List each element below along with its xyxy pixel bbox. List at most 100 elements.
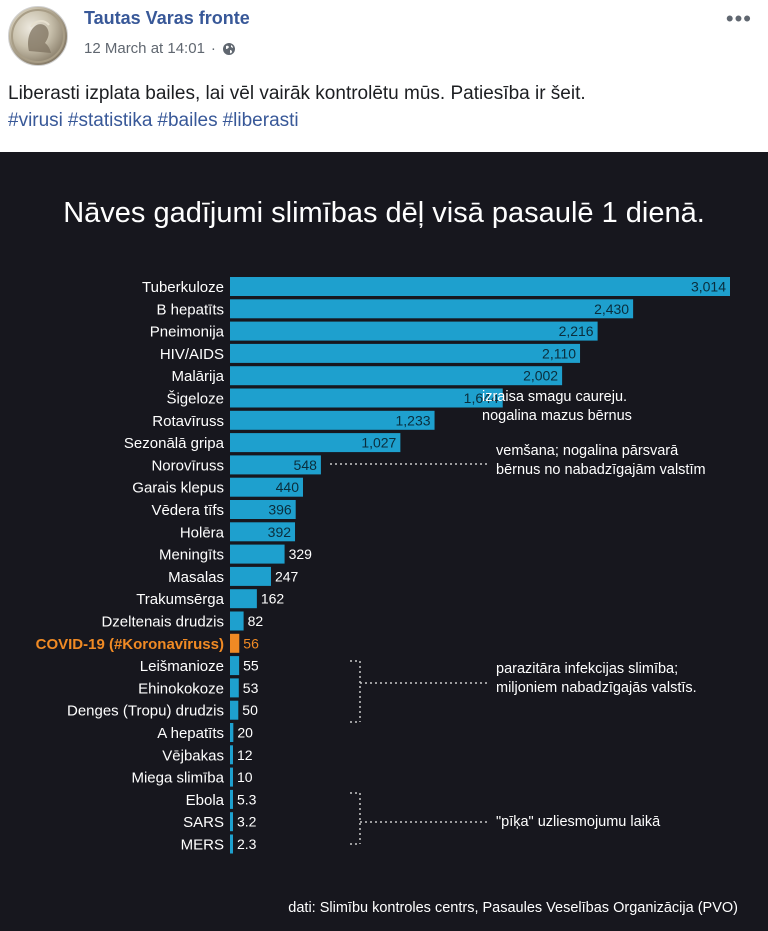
- bar: [230, 410, 435, 430]
- more-options-icon[interactable]: •••: [725, 6, 752, 31]
- category-label: Dzeltenais drudzis: [101, 614, 224, 631]
- bar: [230, 388, 503, 408]
- category-label: Miega slimība: [131, 770, 224, 787]
- value-label: 10: [237, 769, 253, 785]
- value-label: 392: [268, 524, 292, 540]
- bar: [230, 477, 303, 497]
- value-label: 3.2: [237, 814, 257, 830]
- category-label: HIV/AIDS: [160, 346, 224, 363]
- bar: [230, 455, 321, 475]
- category-label: Vējbakas: [162, 747, 224, 764]
- category-label: Tuberkuloze: [142, 279, 224, 296]
- globe-icon[interactable]: [222, 42, 236, 56]
- category-label: Pneimonija: [150, 324, 225, 341]
- hashtag-link[interactable]: #bailes: [157, 110, 218, 131]
- category-label: Trakumsērga: [136, 591, 224, 608]
- value-label: 53: [243, 680, 259, 696]
- page-avatar[interactable]: [8, 6, 68, 66]
- annotation-text: bērnus no nabadzīgajām valstīm: [496, 462, 706, 478]
- category-label: Ebola: [186, 792, 225, 809]
- value-label: 396: [268, 502, 292, 518]
- value-label: 162: [261, 591, 285, 607]
- bar: [230, 522, 296, 542]
- value-label: 20: [237, 725, 253, 741]
- meta-separator: ·: [210, 40, 216, 57]
- post-timestamp[interactable]: 12 March at 14:01: [84, 40, 205, 57]
- post-header: Tautas Varas fronte 12 March at 14:01 · …: [0, 0, 768, 70]
- bar: [230, 656, 240, 676]
- value-label: 1,233: [395, 412, 430, 428]
- value-label: 2,430: [594, 301, 629, 317]
- value-label: 2,110: [542, 345, 576, 361]
- category-label: MERS: [181, 837, 224, 854]
- bar: [230, 723, 234, 742]
- bar: [230, 321, 598, 341]
- value-label: 548: [294, 457, 318, 473]
- category-label: B hepatīts: [156, 301, 224, 318]
- value-label: 3,014: [691, 279, 726, 295]
- category-label: Masalas: [168, 569, 224, 586]
- bar: [230, 812, 233, 832]
- bar: [230, 834, 233, 854]
- value-label: 247: [275, 568, 299, 584]
- bar: [230, 700, 239, 720]
- annotation-text: nogalina mazus bērnus: [482, 408, 632, 424]
- post-message: Liberasti izplata bailes, lai vēl vairāk…: [8, 83, 586, 104]
- bar: [230, 745, 233, 765]
- value-label: 82: [248, 613, 264, 629]
- value-label: 1,027: [361, 435, 396, 451]
- bar: [230, 366, 563, 386]
- annotation-text: "pīķa" uzliesmojumu laikā: [496, 814, 661, 830]
- bar: [230, 789, 233, 809]
- value-label: 2,216: [559, 323, 594, 339]
- category-label: Denges (Tropu) drudzis: [67, 703, 224, 720]
- hashtag-link[interactable]: #virusi: [8, 110, 63, 131]
- bar: [230, 433, 401, 453]
- bar: [230, 566, 271, 586]
- bar: [230, 767, 233, 787]
- annotation-text: parazitāra infekcijas slimība;: [496, 661, 678, 677]
- value-label: 56: [243, 635, 259, 651]
- value-label: 2,002: [523, 368, 558, 384]
- value-label: 329: [289, 546, 313, 562]
- value-label: 12: [237, 747, 253, 763]
- category-label: Ehinokokoze: [138, 680, 224, 697]
- category-label: Sezonālā gripa: [124, 435, 225, 452]
- bar: [230, 544, 285, 564]
- hashtag-link[interactable]: #statistika: [67, 110, 153, 131]
- value-label: 1,644: [464, 390, 499, 406]
- page-name-link[interactable]: Tautas Varas fronte: [84, 8, 250, 28]
- bar: [230, 589, 257, 609]
- category-label: Rotavīruss: [152, 413, 224, 430]
- bar: [230, 611, 244, 631]
- hashtags: #virusi #statistika #bailes #liberasti: [8, 107, 748, 134]
- bar: [230, 678, 239, 698]
- category-label: COVID-19 (#Koronavīruss): [36, 636, 224, 653]
- annotation-text: vemšana; nogalina pārsvarā: [496, 443, 679, 459]
- post-text: Liberasti izplata bailes, lai vēl vairāk…: [8, 80, 748, 134]
- death-rate-bar-chart: Nāves gadījumi slimības dēļ visā pasaulē…: [36, 197, 738, 916]
- annotation-text: izraisa smagu caureju.: [482, 389, 627, 405]
- category-label: Šigeloze: [166, 391, 224, 408]
- chart-title: Nāves gadījumi slimības dēļ visā pasaulē…: [63, 197, 705, 229]
- value-label: 5.3: [237, 791, 257, 807]
- hashtag-link[interactable]: #liberasti: [222, 110, 299, 131]
- annotation-text: miljoniem nabadzīgajās valstīs.: [496, 680, 697, 696]
- category-label: Holēra: [180, 524, 225, 541]
- category-label: Norovīruss: [151, 457, 224, 474]
- bar: [230, 633, 240, 653]
- coin-portrait-icon: [11, 9, 65, 63]
- value-label: 55: [243, 658, 259, 674]
- category-label: Malārija: [171, 368, 224, 385]
- bar: [230, 299, 634, 319]
- post-meta: 12 March at 14:01 ·: [84, 40, 236, 57]
- bar: [230, 343, 581, 363]
- category-label: Meningīts: [159, 547, 224, 564]
- category-label: Leišmanioze: [140, 658, 224, 675]
- source-note: dati: Slimību kontroles centrs, Pasaules…: [288, 900, 738, 916]
- category-label: A hepatīts: [157, 725, 224, 742]
- value-label: 50: [242, 702, 258, 718]
- infographic-image[interactable]: Nāves gadījumi slimības dēļ visā pasaulē…: [0, 152, 768, 931]
- bar: [230, 277, 730, 296]
- bar: [230, 500, 296, 519]
